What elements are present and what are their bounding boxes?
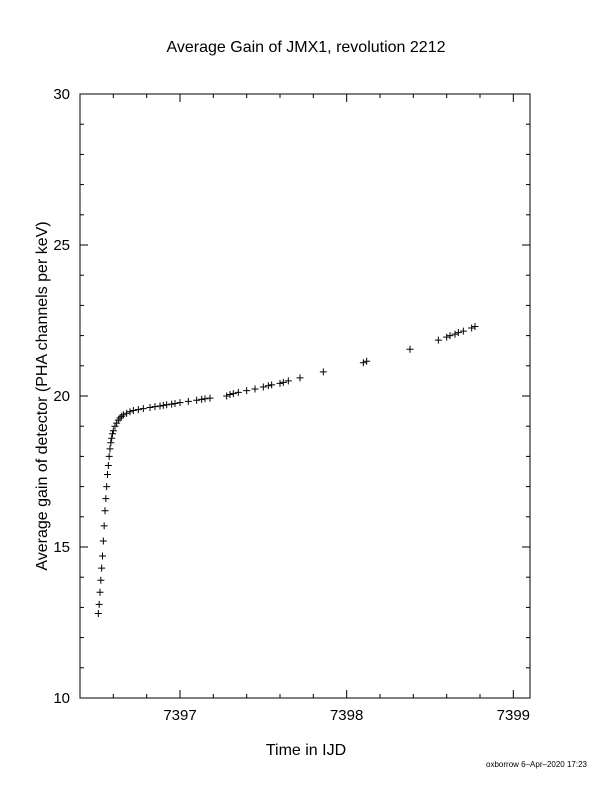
data-point — [134, 406, 142, 414]
chart-title: Average Gain of JMX1, revolution 2212 — [167, 39, 446, 56]
footer-stamp: oxborrow 6–Apr–2020 17:23 — [486, 760, 588, 769]
data-point — [109, 430, 116, 438]
data-point — [111, 422, 119, 430]
data-point — [234, 388, 242, 396]
data-point — [159, 401, 167, 409]
data-point — [459, 327, 467, 335]
data-point — [107, 439, 115, 447]
data-point — [98, 564, 106, 572]
data-point — [226, 390, 234, 398]
data-point — [279, 378, 287, 386]
data-point — [99, 537, 107, 545]
data-point — [95, 600, 103, 608]
data-point — [443, 333, 451, 341]
x-axis-label: Time in IJD — [266, 742, 346, 759]
y-tick-label: 15 — [53, 539, 70, 556]
data-point — [243, 387, 251, 395]
data-point — [434, 336, 442, 344]
y-tick-label: 30 — [53, 86, 70, 103]
data-point — [104, 461, 112, 469]
data-point — [99, 552, 106, 560]
data-point — [193, 396, 201, 404]
data-point — [446, 332, 454, 340]
data-point — [100, 522, 108, 530]
data-point — [284, 377, 292, 385]
data-point — [264, 382, 272, 390]
y-tick-label: 20 — [53, 388, 70, 405]
data-point — [406, 345, 414, 353]
data-point — [198, 395, 206, 403]
data-point — [104, 471, 111, 479]
data-point — [168, 400, 176, 408]
data-point — [106, 445, 114, 453]
data-point — [319, 368, 327, 376]
data-point — [251, 385, 259, 393]
data-point — [451, 330, 459, 338]
data-point — [105, 452, 113, 460]
data-point — [163, 401, 171, 409]
x-tick-label: 7399 — [497, 707, 530, 724]
data-point — [359, 359, 367, 367]
data-point — [126, 408, 134, 416]
data-point — [171, 400, 179, 408]
x-tick-label: 7397 — [163, 707, 196, 724]
data-point — [119, 411, 127, 419]
data-point — [176, 399, 184, 407]
data-point — [101, 507, 109, 515]
data-point — [129, 406, 137, 414]
y-axis: 10 15 20 25 30 — [53, 86, 530, 707]
x-axis: 7397 7398 7399 — [79, 94, 530, 724]
data-point — [146, 403, 154, 411]
y-axis-label: Average gain of detector (PHA channels p… — [34, 221, 51, 570]
data-point — [363, 357, 371, 365]
data-point — [109, 427, 117, 435]
data-point — [108, 434, 116, 442]
data-point — [156, 402, 164, 410]
data-point — [184, 397, 192, 405]
data-point — [201, 395, 209, 403]
data-point — [97, 576, 105, 584]
data-point — [139, 405, 147, 413]
x-tick-label: 7398 — [330, 707, 363, 724]
data-point — [96, 588, 104, 596]
data-point — [268, 381, 276, 389]
data-point — [259, 383, 267, 391]
data-point — [471, 323, 479, 331]
data-point — [123, 409, 131, 417]
data-point — [276, 379, 284, 387]
y-tick-label: 10 — [53, 690, 70, 707]
data-point — [102, 495, 110, 503]
data-point — [229, 390, 237, 398]
data-point — [468, 324, 476, 332]
data-point — [296, 374, 304, 382]
data-series — [94, 323, 479, 617]
data-point — [94, 609, 102, 617]
data-point — [454, 329, 462, 337]
data-point — [206, 394, 214, 402]
data-point — [103, 483, 111, 491]
data-point — [116, 414, 124, 422]
data-point — [118, 412, 126, 420]
data-point — [113, 419, 121, 427]
plot-frame — [79, 93, 531, 699]
data-point — [223, 392, 231, 400]
y-tick-label: 25 — [53, 237, 70, 254]
data-point — [151, 403, 159, 411]
